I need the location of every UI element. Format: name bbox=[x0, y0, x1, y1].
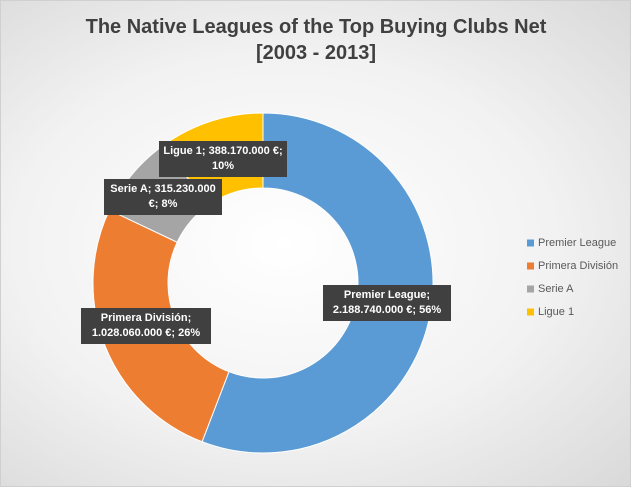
legend-label: Ligue 1 bbox=[538, 306, 574, 318]
donut-segment bbox=[201, 112, 434, 454]
legend-swatch bbox=[527, 239, 534, 247]
data-label: Ligue 1; 388.170.000 €; 10% bbox=[159, 141, 287, 177]
legend-label: Primera División bbox=[538, 260, 618, 272]
data-label: Serie A; 315.230.000 €; 8% bbox=[104, 179, 222, 215]
legend-label: Serie A bbox=[538, 283, 574, 295]
legend-swatch bbox=[527, 308, 534, 316]
data-label: Primera División; 1.028.060.000 €; 26% bbox=[81, 308, 211, 344]
legend-label: Premier League bbox=[538, 237, 616, 249]
chart-title: The Native Leagues of the Top Buying Clu… bbox=[86, 16, 547, 38]
legend-swatch bbox=[527, 262, 534, 270]
data-label: Premier League; 2.188.740.000 €; 56% bbox=[323, 285, 451, 321]
chart-title: [2003 - 2013] bbox=[256, 42, 376, 64]
legend-swatch bbox=[527, 285, 534, 293]
